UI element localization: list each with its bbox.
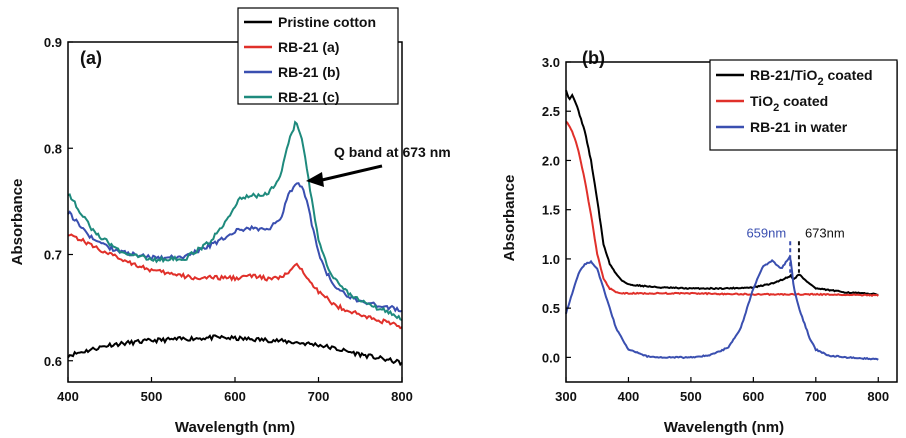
legend-label: Pristine cotton: [278, 14, 376, 30]
x-tick-label: 800: [867, 389, 889, 404]
annotation-arrowhead: [306, 172, 324, 187]
y-tick-label: 0.6: [44, 354, 62, 369]
y-tick-label: 1.5: [542, 203, 560, 218]
x-tick-label: 300: [555, 389, 577, 404]
panel-a-curves: [67, 120, 403, 367]
y-tick-label: 2.0: [542, 153, 560, 168]
panel-a-ticks: 400 500 600 700 800 0.6 0.7 0.8 0.9: [44, 35, 413, 404]
legend-label: TiO2 coated: [750, 93, 828, 114]
y-tick-label: 0.7: [44, 248, 62, 263]
panel-b-ticks: 300 400 500 600 700 800 0.0 0.5 1.0 1.5 2.0 2.5 3.0: [542, 55, 898, 404]
peak-label: 659nm: [746, 225, 786, 240]
x-tick-label: 400: [618, 389, 640, 404]
x-tick-label: 600: [224, 389, 246, 404]
panel-a-xlabel: Wavelength (nm): [175, 419, 295, 436]
x-tick-label: 700: [805, 389, 827, 404]
series-line-2: [565, 254, 879, 361]
series-line-0: [67, 334, 403, 367]
y-tick-label: 0.0: [542, 350, 560, 365]
legend-label: RB-21 (c): [278, 89, 339, 105]
chart-panel-a: (a) 400 500 600 700 800 0.6 0.7 0.8 0.9 Waveleng…: [9, 7, 451, 436]
legend-label: RB-21 in water: [750, 119, 848, 135]
panel-b-xlabel: Wavelength (nm): [664, 419, 784, 436]
panel-b-label: (b): [582, 48, 605, 68]
y-tick-label: 1.0: [542, 252, 560, 267]
legend-label: RB-21 (b): [278, 64, 340, 80]
legend-label: RB-21 (a): [278, 39, 339, 55]
legend-label: RB-21/TiO2 coated: [750, 67, 873, 88]
x-tick-label: 700: [308, 389, 330, 404]
panel-a-ylabel: Absorbance: [9, 179, 26, 266]
panel-a-annotation: Q band at 673 nm: [306, 144, 451, 187]
series-line-1: [565, 120, 879, 298]
y-tick-label: 0.5: [542, 301, 560, 316]
chart-panel-b: (b) 300 400 500 600 700 800 0.0 0.5 1.0 1.5 2.0 2.5…: [501, 48, 898, 436]
panel-a-label: (a): [80, 48, 102, 68]
x-tick-label: 800: [391, 389, 413, 404]
panel-b-peak-markers: 659nm 673nm: [746, 225, 845, 273]
peak-label: 673nm: [805, 225, 845, 240]
x-tick-label: 500: [141, 389, 163, 404]
panel-b-legend: RB-21/TiO2 coated TiO2 coated RB-21 in wat…: [709, 59, 898, 151]
legend-box: [237, 7, 399, 105]
panel-b-ylabel: Absorbance: [501, 175, 518, 262]
series-line-0: [565, 89, 879, 296]
series-line-2: [67, 182, 403, 313]
y-tick-label: 2.5: [542, 104, 560, 119]
annotation-text: Q band at 673 nm: [334, 144, 451, 160]
x-tick-label: 400: [57, 389, 79, 404]
x-tick-label: 500: [680, 389, 702, 404]
panel-a-legend: Pristine cotton RB-21 (a) RB-21 (b) RB-21 (…: [237, 7, 399, 105]
y-tick-label: 0.8: [44, 141, 62, 156]
panel-b-curves: [565, 89, 879, 361]
series-line-3: [67, 120, 403, 322]
series-line-1: [67, 233, 403, 330]
annotation-arrow: [321, 164, 383, 182]
y-tick-label: 3.0: [542, 55, 560, 70]
y-tick-label: 0.9: [44, 35, 62, 50]
x-tick-label: 600: [743, 389, 765, 404]
